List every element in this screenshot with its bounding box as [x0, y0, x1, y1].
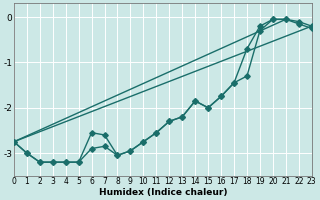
X-axis label: Humidex (Indice chaleur): Humidex (Indice chaleur)	[99, 188, 227, 197]
